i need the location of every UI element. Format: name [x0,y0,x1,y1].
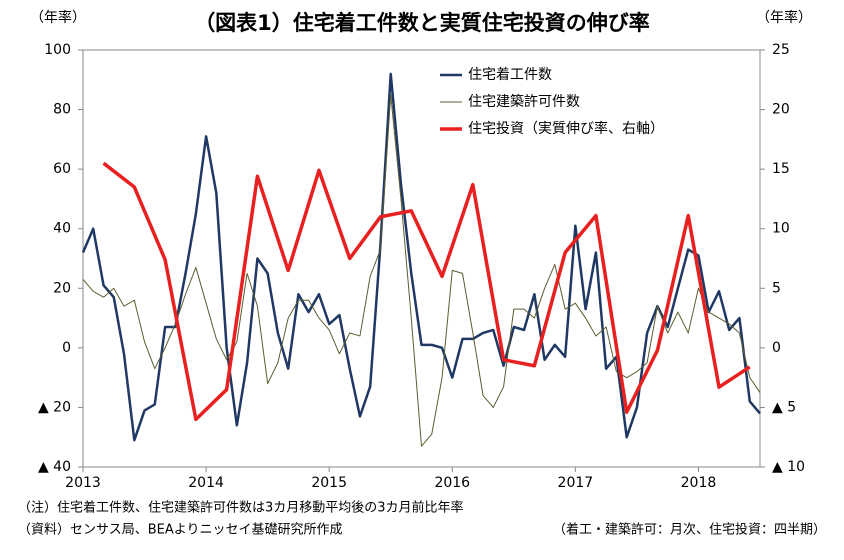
y2-axis-label: （年率） [756,9,812,26]
y2-tick-label: 5 [772,280,781,296]
y-tick-label: 60 [53,161,71,177]
y-tick-label: 0 [62,340,71,356]
x-tick-label: 2017 [558,475,594,491]
y2-tick-label: ▲ 5 [772,399,796,415]
source: （資料）センサス局、BEAよりニッセイ基礎研究所作成 [18,523,343,538]
y2-tick-label: 10 [772,221,790,237]
legend-label: 住宅着工件数 [468,67,552,83]
note: （注）住宅着工件数、住宅建築許可件数は3カ月移動平均後の3カ月前比年率 [18,500,464,516]
series-line [82,94,761,447]
y-tick-label: ▲ 20 [38,399,71,415]
x-tick-label: 2016 [434,475,470,491]
x-tick-label: 2013 [65,475,101,491]
note-right: （着工・建築許可：月次、住宅投資：四半期） [553,522,826,538]
y-tick-label: ▲ 40 [38,459,71,475]
y-tick-label: 100 [44,42,71,58]
legend-label: 住宅建築許可件数 [468,94,580,110]
plot-frame [82,49,761,468]
series-line [81,72,761,442]
y2-tick-label: 20 [772,102,790,118]
x-tick-label: 2018 [681,475,717,491]
y2-tick-label: 15 [772,161,790,177]
y-tick-label: 80 [53,102,71,118]
legend-label: 住宅投資（実質伸び率、右軸） [468,120,664,137]
series-line [102,161,751,422]
x-tick-label: 2014 [188,475,224,491]
y2-tick-label: 0 [772,340,781,356]
x-tick-label: 2015 [311,475,347,491]
y-tick-label: 40 [53,221,71,237]
y-tick-label: 20 [53,280,71,296]
y-axis-label: （年率） [30,9,86,26]
y2-tick-label: ▲ 10 [772,459,805,475]
chart-title: （図表1）住宅着工件数と実質住宅投資の伸び率 [194,11,650,35]
y2-tick-label: 25 [772,42,790,58]
